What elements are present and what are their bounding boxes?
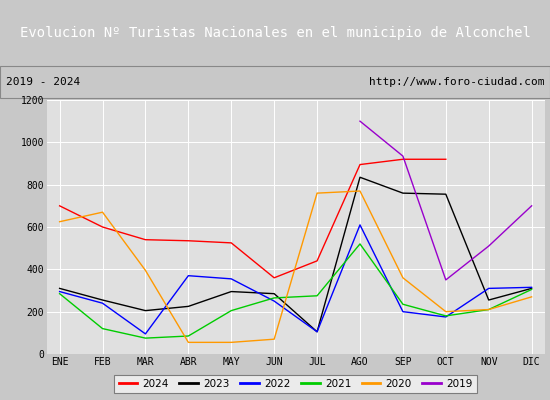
Legend: 2024, 2023, 2022, 2021, 2020, 2019: 2024, 2023, 2022, 2021, 2020, 2019 [114,375,477,393]
Text: Evolucion Nº Turistas Nacionales en el municipio de Alconchel: Evolucion Nº Turistas Nacionales en el m… [20,26,530,40]
Text: http://www.foro-ciudad.com: http://www.foro-ciudad.com [369,77,544,87]
Text: 2019 - 2024: 2019 - 2024 [6,77,80,87]
